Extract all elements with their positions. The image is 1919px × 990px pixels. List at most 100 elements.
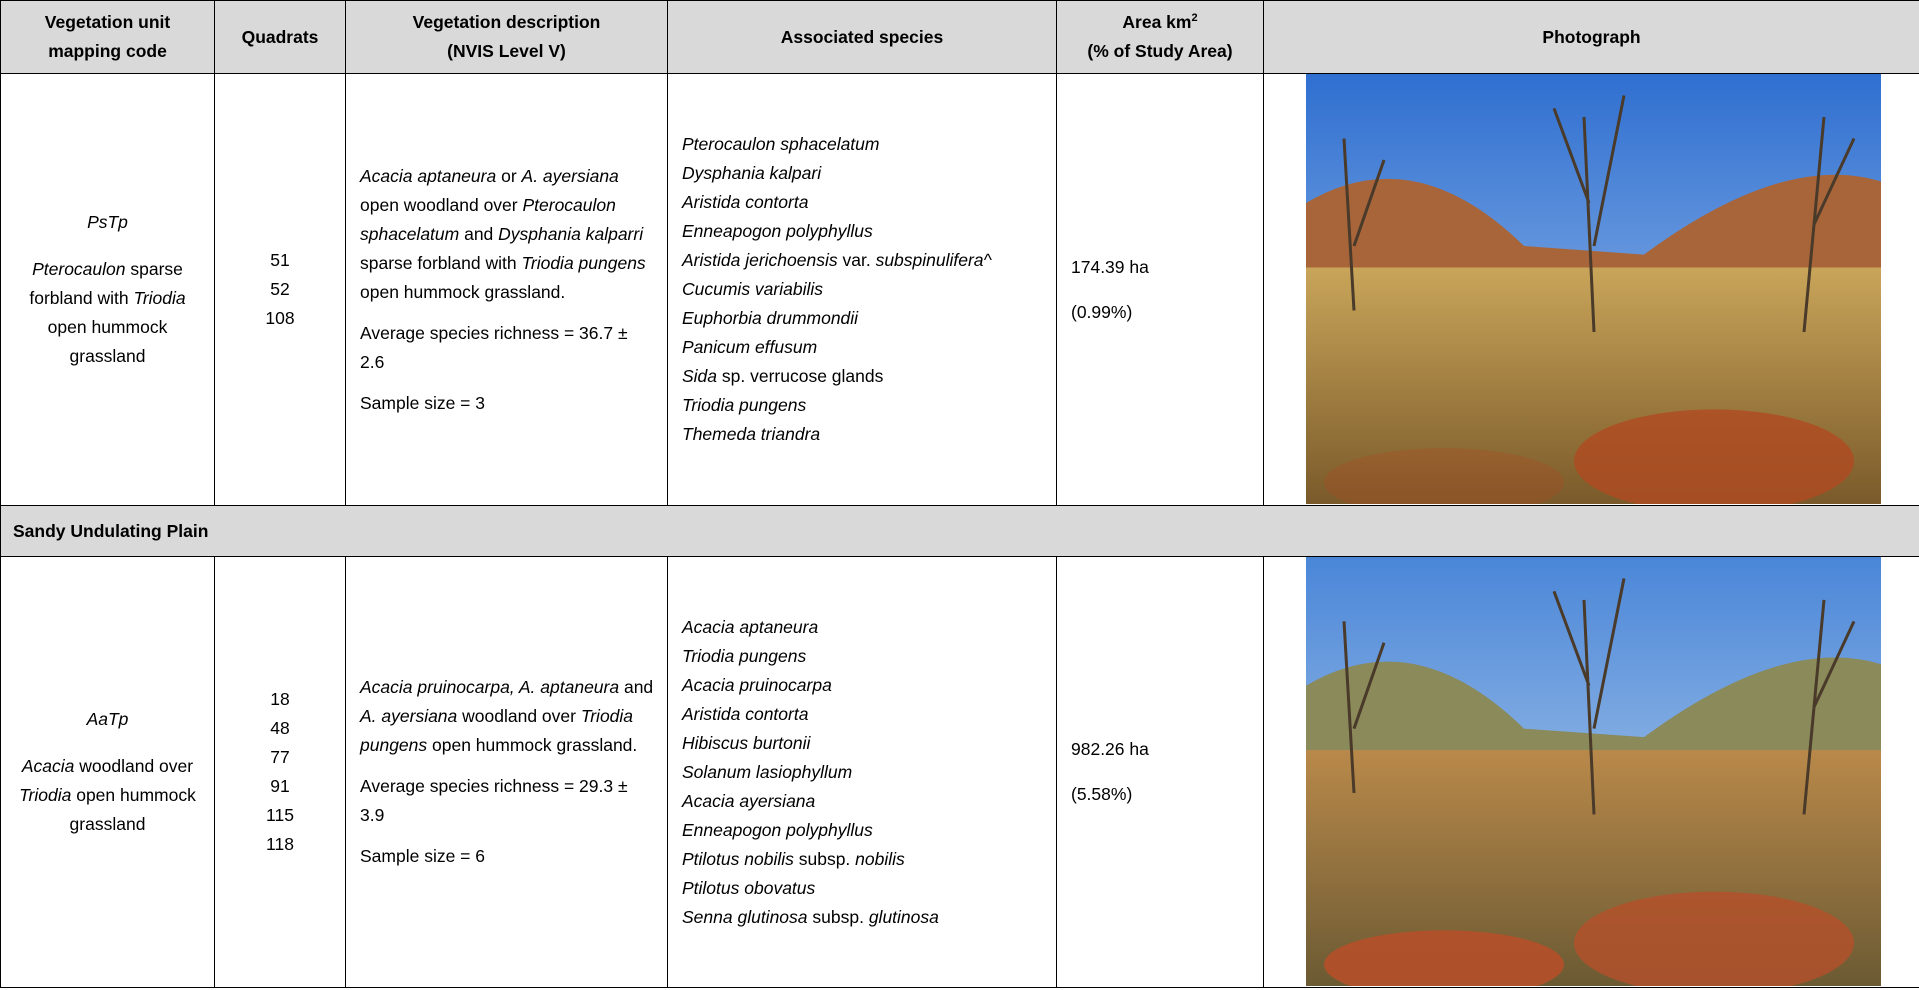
text-run: Hibiscus burtonii: [682, 732, 811, 753]
code-description: Pterocaulon sparse forbland with Triodia…: [2, 255, 214, 371]
text-run: Acacia aptaneura: [682, 616, 819, 637]
header-text: Associated species: [780, 26, 944, 47]
species: Aristida jerichoensis var. subspinulifer…: [682, 246, 1044, 275]
text-run: Themeda triandra: [682, 424, 821, 444]
area-percent: (5.58%): [1071, 784, 1133, 804]
description-cell: Acacia pruinocarpa, A. aptaneura and A. …: [345, 556, 668, 988]
text-run: woodland over: [74, 756, 194, 776]
text-run: Acacia: [21, 756, 75, 776]
table-body: PsTp Pterocaulon sparse forbland with Tri…: [0, 73, 1919, 988]
text-run: Aristida jerichoensis: [682, 250, 838, 270]
text-run: Enneapogon polyphyllus: [682, 819, 873, 840]
photograph: [1306, 74, 1881, 504]
text-run: or: [496, 165, 522, 186]
photo-cell: [1263, 556, 1919, 988]
species: Panicum effusum: [682, 333, 1044, 362]
text-run: A. ayersiana: [521, 165, 619, 186]
text-run: open hummock grassland.: [427, 735, 638, 755]
text-run: Solanum lasiophyllum: [682, 761, 853, 782]
quadrats-cell: 18 48 77 91 115 118: [214, 556, 346, 988]
quadrat: 91: [270, 776, 290, 796]
header-text: Photograph: [1542, 26, 1641, 47]
description-cell: Acacia aptaneura or A. ayersiana open wo…: [345, 73, 668, 506]
text-run: Cucumis variabilis: [682, 279, 824, 299]
text-run: Triodia: [133, 288, 186, 308]
description: Acacia aptaneura or A. ayersiana open wo…: [360, 162, 655, 307]
text-run: Acacia pruinocarpa: [682, 674, 832, 695]
text-run: subspinulifera^: [875, 250, 992, 270]
header-line: Associated species: [669, 23, 1056, 52]
text-run: Senna glutinosa: [682, 906, 808, 927]
species: Acacia aptaneura: [682, 613, 1044, 642]
species: Pterocaulon sphacelatum: [682, 130, 1044, 159]
species: Sida sp. verrucose glands: [682, 362, 1044, 391]
quadrat: 51: [270, 250, 290, 270]
species: Enneapogon polyphyllus: [682, 816, 1044, 845]
species: Triodia pungens: [682, 391, 1044, 420]
text-run: glutinosa: [868, 906, 939, 927]
species: Acacia ayersiana: [682, 787, 1044, 816]
species-cell: Pterocaulon sphacelatum Dysphania kalpari…: [667, 73, 1057, 506]
code-cell: PsTp Pterocaulon sparse forbland with Tri…: [0, 73, 215, 506]
header-line: Photograph: [1265, 23, 1919, 52]
text-run: nobilis: [855, 848, 905, 869]
text-run: sparse forbland with: [29, 259, 183, 308]
sample-size: Sample size = 6: [360, 846, 485, 866]
header-text: (% of Study Area): [1087, 41, 1233, 61]
species-richness: Average species richness = 36.7 ± 2.6: [360, 322, 628, 372]
species: Themeda triandra: [682, 420, 1044, 449]
area-cell: 174.39 ha (0.99%): [1056, 73, 1264, 506]
quadrat: 115: [266, 805, 294, 825]
species: Senna glutinosa subsp. glutinosa: [682, 903, 1044, 932]
code-cell: AaTp Acacia woodland over Triodia open hu…: [0, 556, 215, 988]
header-text: (NVIS Level V): [447, 41, 566, 61]
species: Dysphania kalpari: [682, 159, 1044, 188]
text-run: Dysphania kalparri: [498, 223, 644, 244]
quadrat: 18: [270, 689, 290, 709]
text-run: sp. verrucose glands: [717, 366, 884, 386]
quadrat: 77: [270, 747, 290, 767]
species: Solanum lasiophyllum: [682, 758, 1044, 787]
quadrat: 52: [270, 279, 290, 299]
header-text: Vegetation unit: [44, 12, 171, 32]
header-line: (NVIS Level V): [347, 37, 667, 66]
quadrats-cell: 51 52 108: [214, 73, 346, 506]
species: Ptilotus obovatus: [682, 874, 1044, 903]
data-row: AaTp Acacia woodland over Triodia open hu…: [0, 556, 1919, 988]
section-row: Sandy Undulating Plain: [0, 505, 1919, 557]
text-run: Triodia pungens: [360, 706, 634, 755]
area-percent: (0.99%): [1071, 301, 1133, 322]
text-run: Aristida contorta: [682, 192, 809, 212]
text-run: var.: [837, 250, 876, 270]
text-run: Dysphania kalpari: [682, 163, 822, 183]
species: Enneapogon polyphyllus: [682, 217, 1044, 246]
species: Triodia pungens: [682, 642, 1044, 671]
text-run: Ptilotus nobilis: [682, 848, 794, 869]
text-run: A. ayersiana: [360, 706, 458, 726]
header-line: Vegetation description: [347, 8, 667, 37]
header-cell: Quadrats: [214, 0, 346, 74]
species: Euphorbia drummondii: [682, 304, 1044, 333]
header-line: mapping code: [2, 37, 214, 66]
text-run: sparse forbland with: [360, 252, 522, 273]
species: Aristida contorta: [682, 700, 1044, 729]
area-cell: 982.26 ha (5.58%): [1056, 556, 1264, 988]
species: Aristida contorta: [682, 188, 1044, 217]
species-richness: Average species richness = 29.3 ± 3.9: [360, 776, 628, 825]
header-text: mapping code: [48, 41, 167, 61]
text-run: Ptilotus obovatus: [682, 877, 816, 898]
species: Acacia pruinocarpa: [682, 671, 1044, 700]
header-superscript: 2: [1191, 12, 1198, 25]
header-cell: Vegetation description (NVIS Level V): [345, 0, 668, 74]
species: Hibiscus burtonii: [682, 729, 1044, 758]
sample-size: Sample size = 3: [360, 392, 485, 413]
quadrat: 48: [270, 718, 290, 738]
description: Acacia pruinocarpa, A. aptaneura and A. …: [360, 673, 655, 760]
mapping-code: AaTp: [86, 709, 129, 729]
text-run: Pterocaulon: [32, 259, 126, 279]
quadrat: 118: [266, 834, 294, 854]
text-run: subsp.: [807, 906, 869, 927]
species: Cucumis variabilis: [682, 275, 1044, 304]
